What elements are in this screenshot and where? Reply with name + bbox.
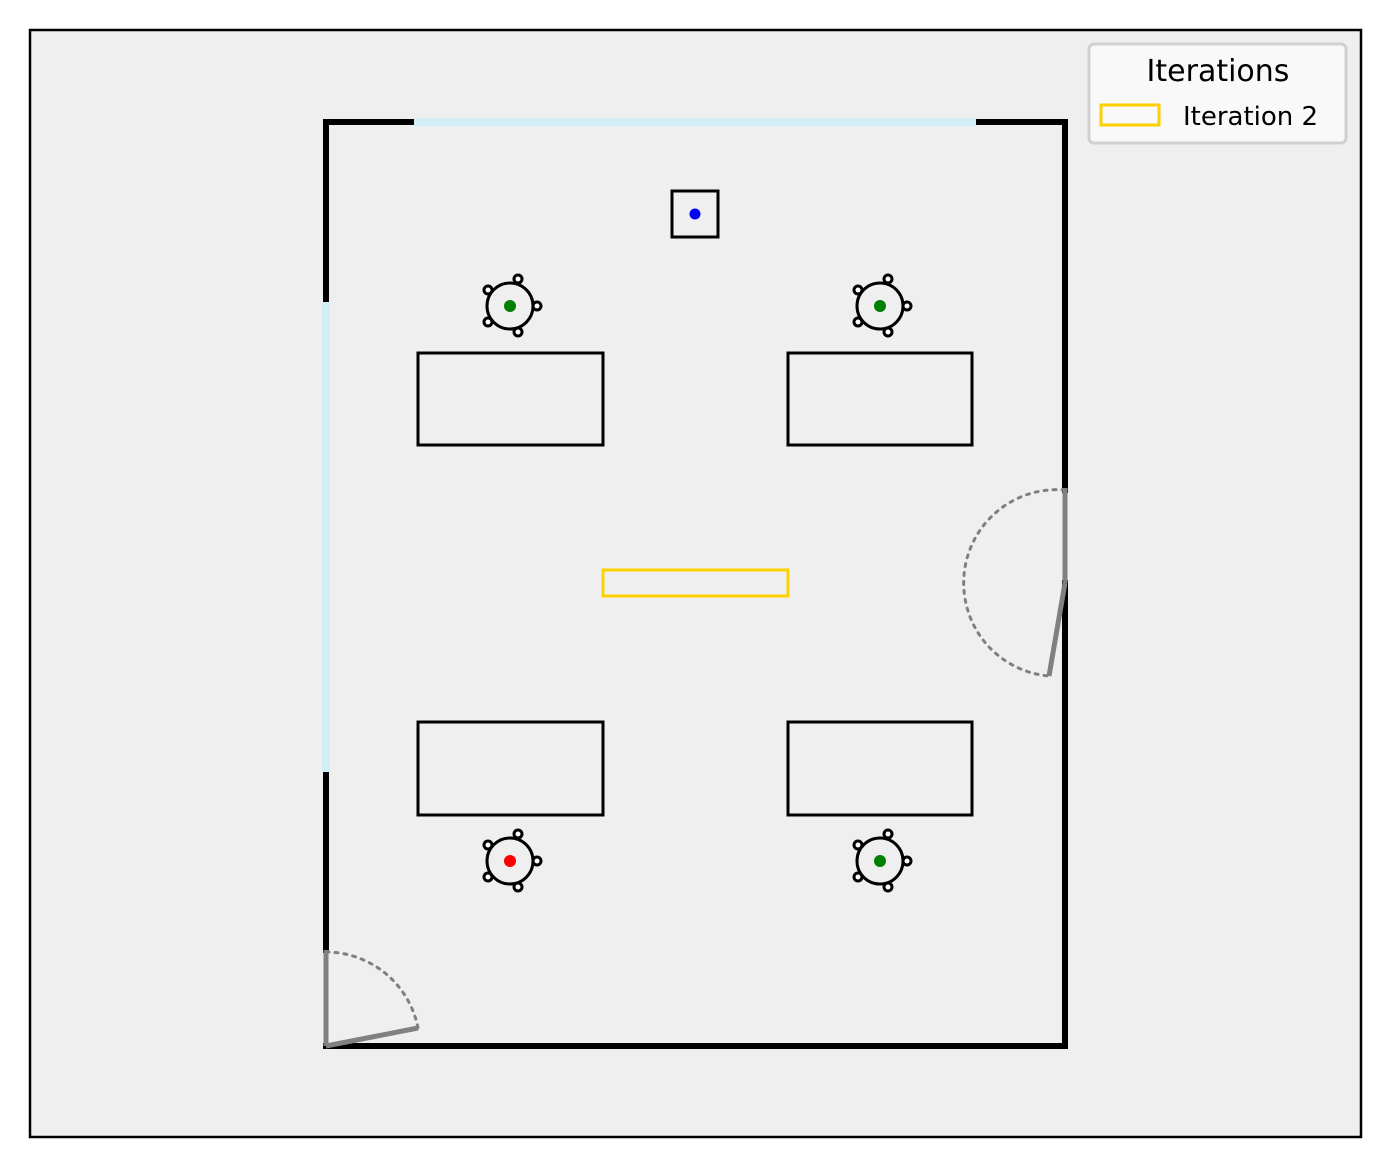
room-walls	[323, 119, 1068, 1049]
legend-label-iteration-2: Iteration 2	[1183, 102, 1318, 132]
legend: Iterations Iteration 2	[1087, 42, 1348, 145]
chair-caster	[512, 828, 524, 840]
plot-area	[28, 28, 1363, 1139]
legend-title: Iterations	[1147, 54, 1290, 89]
sensor-dot	[689, 208, 701, 220]
chairs	[482, 273, 913, 893]
door-right-swing-arc	[962, 488, 1067, 678]
desk-bottom-left	[416, 720, 605, 817]
door-right	[962, 488, 1068, 678]
windows	[322, 118, 976, 772]
chair-status-dot	[504, 855, 516, 867]
desk-top-left	[416, 351, 605, 447]
desk-bottom-right	[786, 720, 974, 817]
door-bottom-left	[323, 950, 420, 1049]
door-left-swing-arc	[324, 950, 420, 1030]
door-right-leaf	[1046, 582, 1068, 677]
iteration-2-region	[601, 568, 790, 598]
door-left-leaf	[325, 1025, 419, 1049]
chair-status-dot	[874, 300, 886, 312]
chair-status-dot	[874, 855, 886, 867]
sensor	[670, 189, 720, 239]
sensor-box	[670, 189, 720, 239]
desk-top-right	[786, 351, 974, 447]
desks	[416, 351, 974, 817]
chair-top-left	[482, 273, 543, 338]
chair-top-right	[852, 273, 913, 338]
chair-caster	[512, 273, 524, 285]
legend-box	[1087, 42, 1348, 145]
chair-bottom-left	[482, 828, 543, 893]
chair-caster	[882, 828, 894, 840]
chair-bottom-right	[852, 828, 913, 893]
legend-swatch-iteration-2	[1099, 103, 1161, 127]
chair-caster	[882, 273, 894, 285]
chair-status-dot	[504, 300, 516, 312]
